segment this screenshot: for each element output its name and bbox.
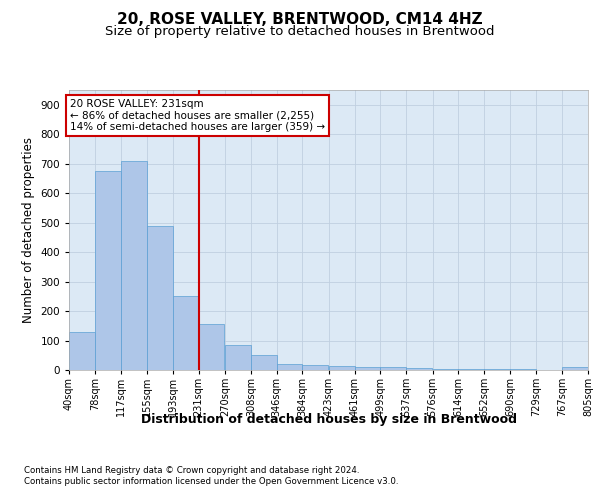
Bar (406, 368, 432, 370)
Bar (95, 171, 121, 370)
Bar (355, 367, 380, 370)
Bar (251, 354, 277, 370)
Bar (562, 367, 588, 370)
Bar (302, 364, 328, 370)
Text: 20, ROSE VALLEY, BRENTWOOD, CM14 4HZ: 20, ROSE VALLEY, BRENTWOOD, CM14 4HZ (117, 12, 483, 28)
Bar (69, 332, 95, 370)
Bar (277, 364, 302, 370)
Bar (147, 226, 173, 370)
Bar (458, 369, 484, 370)
Bar (510, 369, 536, 370)
Bar (225, 345, 251, 370)
Y-axis label: Number of detached properties: Number of detached properties (22, 137, 35, 323)
Text: Size of property relative to detached houses in Brentwood: Size of property relative to detached ho… (105, 25, 495, 38)
Bar (380, 367, 406, 370)
Bar (173, 296, 199, 370)
Bar (121, 160, 147, 370)
Bar (199, 324, 224, 370)
Bar (433, 368, 458, 370)
Bar (329, 366, 355, 370)
Bar (484, 368, 510, 370)
Text: Distribution of detached houses by size in Brentwood: Distribution of detached houses by size … (141, 412, 517, 426)
Text: Contains public sector information licensed under the Open Government Licence v3: Contains public sector information licen… (24, 477, 398, 486)
Text: Contains HM Land Registry data © Crown copyright and database right 2024.: Contains HM Land Registry data © Crown c… (24, 466, 359, 475)
Text: 20 ROSE VALLEY: 231sqm
← 86% of detached houses are smaller (2,255)
14% of semi-: 20 ROSE VALLEY: 231sqm ← 86% of detached… (70, 99, 325, 132)
